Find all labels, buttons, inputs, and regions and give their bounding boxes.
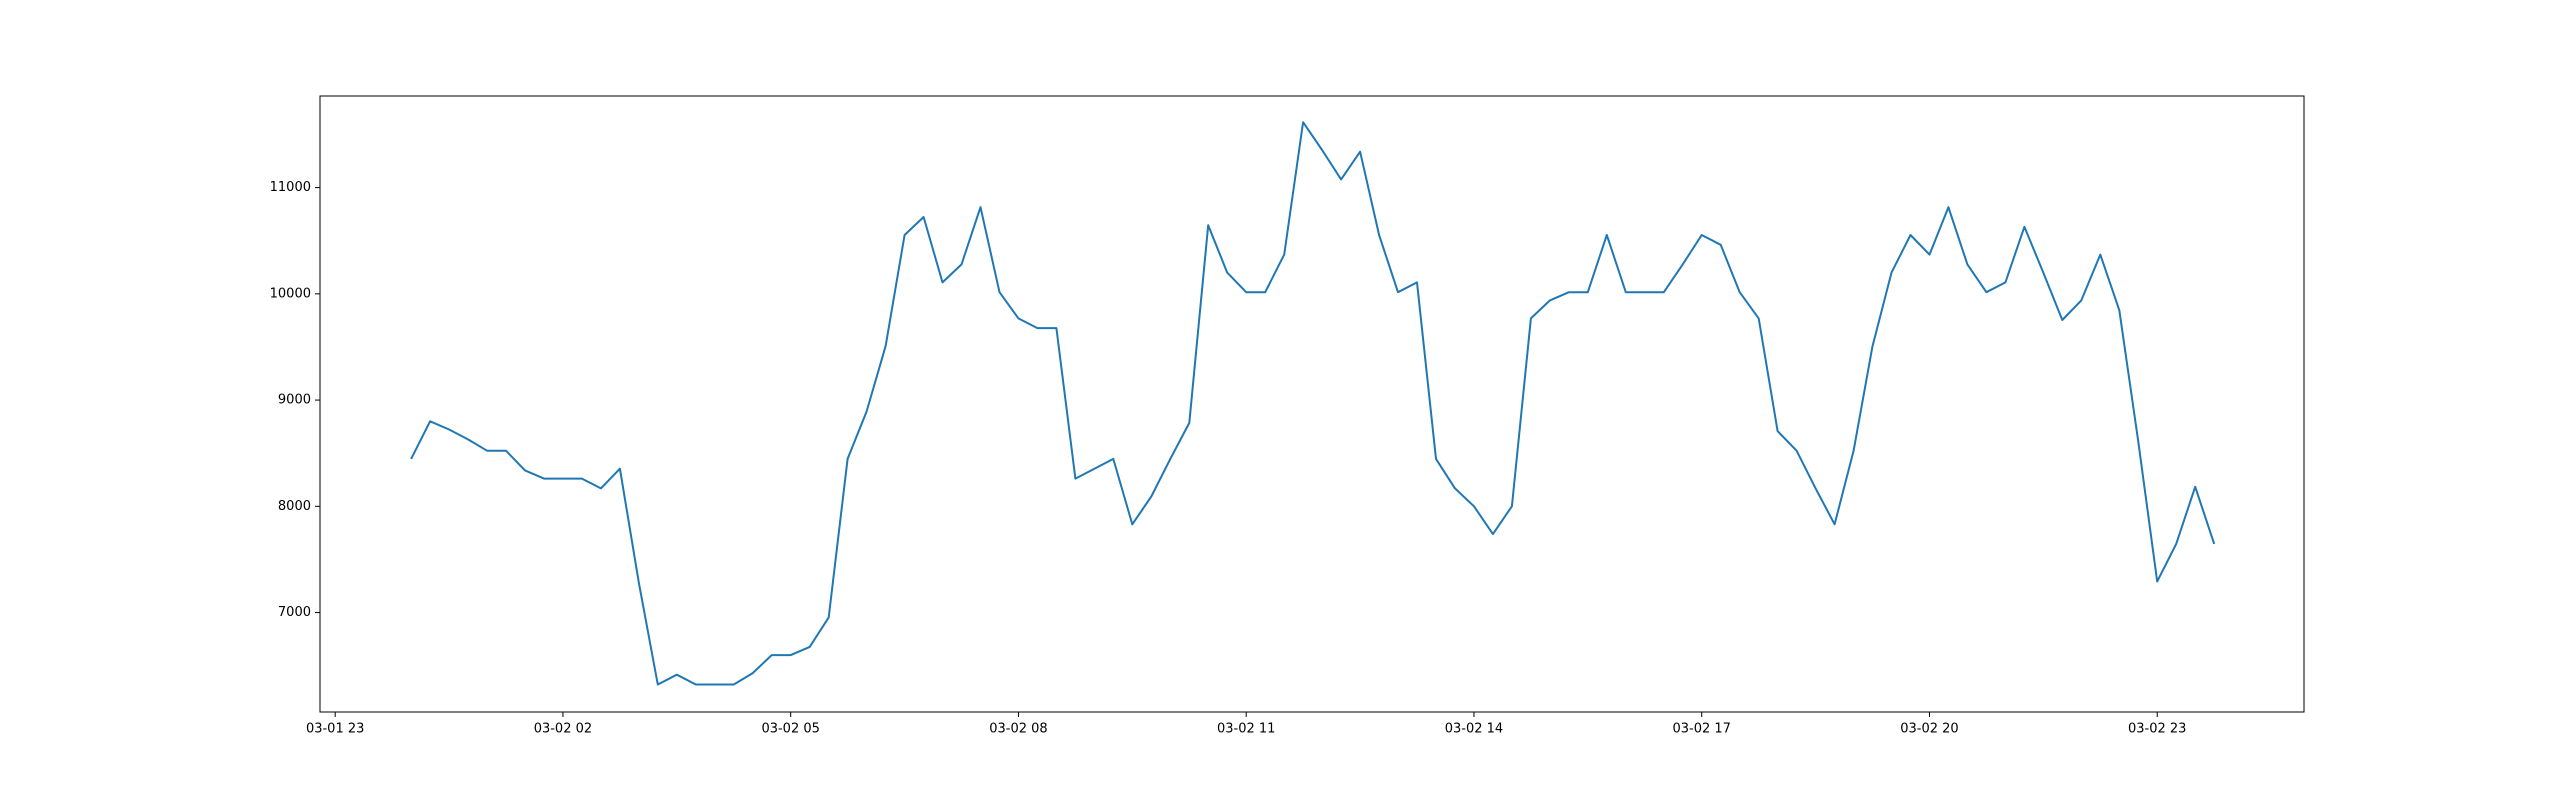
y-tick-label: 9000: [278, 393, 311, 408]
x-tick-label: 03-02 08: [989, 722, 1047, 737]
x-tick-label: 03-02 11: [1217, 722, 1275, 737]
x-tick-label: 03-02 20: [1900, 722, 1958, 737]
x-tick-label: 03-02 17: [1672, 722, 1730, 737]
x-tick-label: 03-02 02: [534, 722, 592, 737]
y-tick-label: 7000: [278, 605, 311, 620]
y-tick-label: 10000: [270, 286, 311, 301]
plot-frame: [319, 95, 2305, 713]
x-tick-label: 03-01 23: [306, 722, 364, 737]
x-tick-label: 03-02 14: [1445, 722, 1503, 737]
x-tick-label: 03-02 23: [2128, 722, 2186, 737]
y-tick-label: 11000: [270, 180, 311, 195]
line: [410, 121, 2216, 686]
y-tick-label: 8000: [278, 499, 311, 514]
x-tick-label: 03-02 05: [761, 722, 819, 737]
